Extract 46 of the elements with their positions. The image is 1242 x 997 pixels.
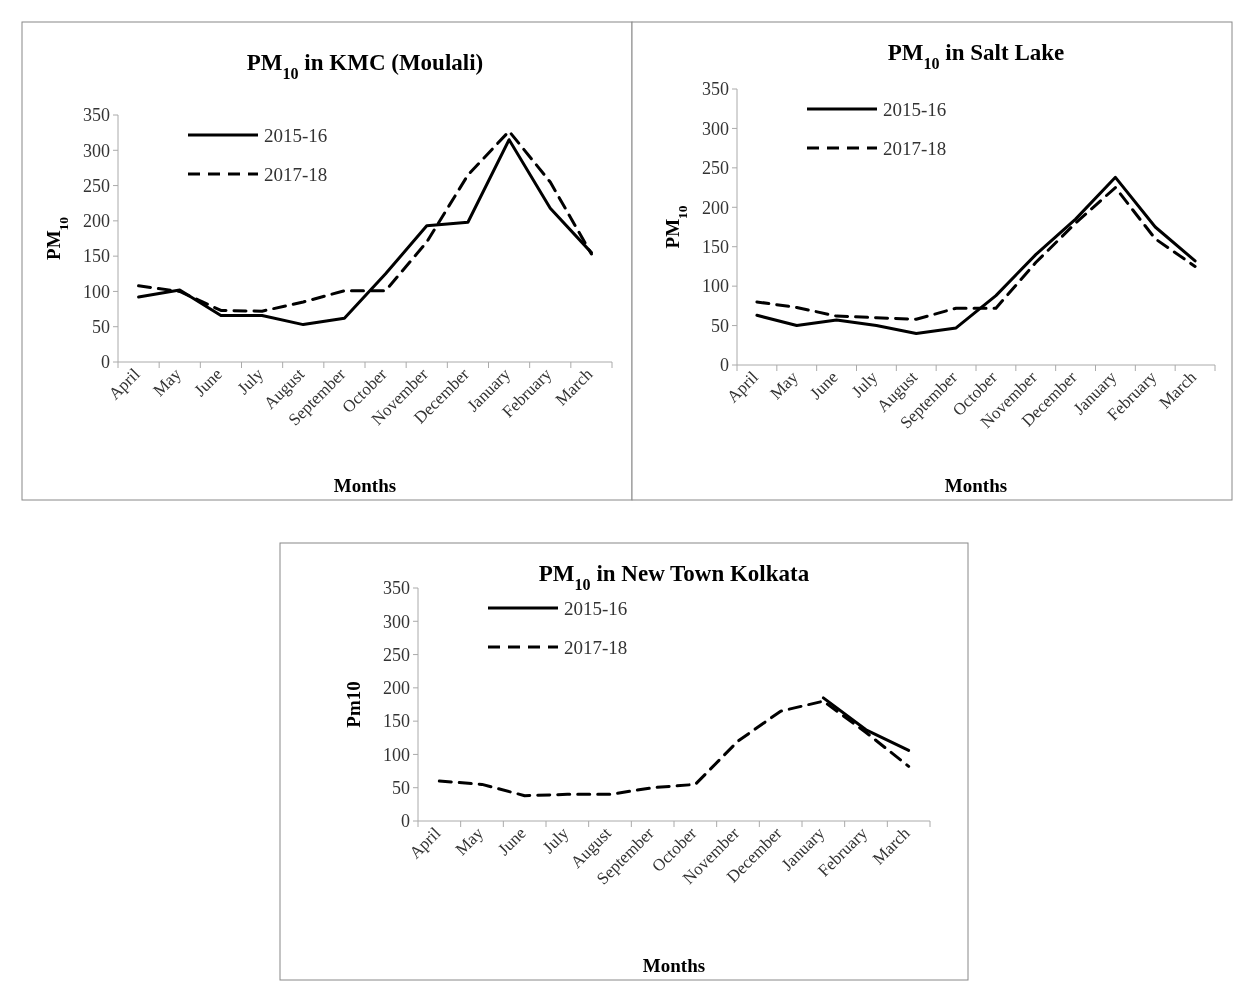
y-tick-label: 200 [702,197,729,218]
y-tick-label: 250 [83,175,110,196]
y-axis-title: Pm10 [343,681,364,728]
y-tick-label: 0 [101,352,110,373]
x-tick-label: June [806,367,842,404]
y-tick-label: 100 [83,281,110,302]
y-tick-label: 350 [83,105,110,126]
x-axis-title: Months [642,955,706,976]
x-tick-label: June [190,364,226,401]
chart-title: PM$_{10}$ in KMC (Moulali) [246,50,484,82]
y-tick-label: 250 [383,644,410,665]
legend-label: 2017-18 [264,163,328,185]
y-tick-label: 150 [702,237,729,258]
y-tick-label: 250 [702,158,729,179]
line-series [437,699,911,798]
y-tick-label: 50 [711,315,729,336]
y-tick-label: 350 [702,79,729,100]
legend-label: 2017-18 [564,636,628,658]
x-tick-label: June [494,823,530,860]
y-tick-label: 300 [83,140,110,161]
legend-label: 2017-18 [883,137,947,159]
legend-label: 2015-16 [564,597,628,619]
y-tick-label: 50 [392,778,410,799]
y-tick-label: 0 [401,811,410,832]
chart-title: PM$_{10}$ in New Town Kolkata [538,561,810,593]
x-tick-label: May [149,364,186,401]
legend-label: 2015-16 [883,98,947,120]
legend-label: 2015-16 [264,124,328,146]
x-axis-title: Months [944,475,1008,496]
x-tick-label: May [451,823,488,860]
x-tick-label: May [766,367,803,404]
y-tick-label: 100 [702,276,729,297]
y-tick-label: 200 [83,211,110,232]
y-tick-label: 150 [383,711,410,732]
y-tick-label: 200 [383,678,410,699]
line-series [755,175,1197,335]
x-axis-title: Months [333,475,397,496]
y-tick-label: 300 [383,611,410,632]
y-tick-label: 300 [702,118,729,139]
y-tick-label: 50 [92,317,110,338]
x-tick-label: July [538,823,573,858]
y-tick-label: 150 [83,246,110,267]
y-tick-label: 100 [383,744,410,765]
y-tick-label: 0 [720,355,729,376]
chart-title: PM$_{10}$ in Salt Lake [887,40,1065,72]
y-tick-label: 350 [383,578,410,599]
